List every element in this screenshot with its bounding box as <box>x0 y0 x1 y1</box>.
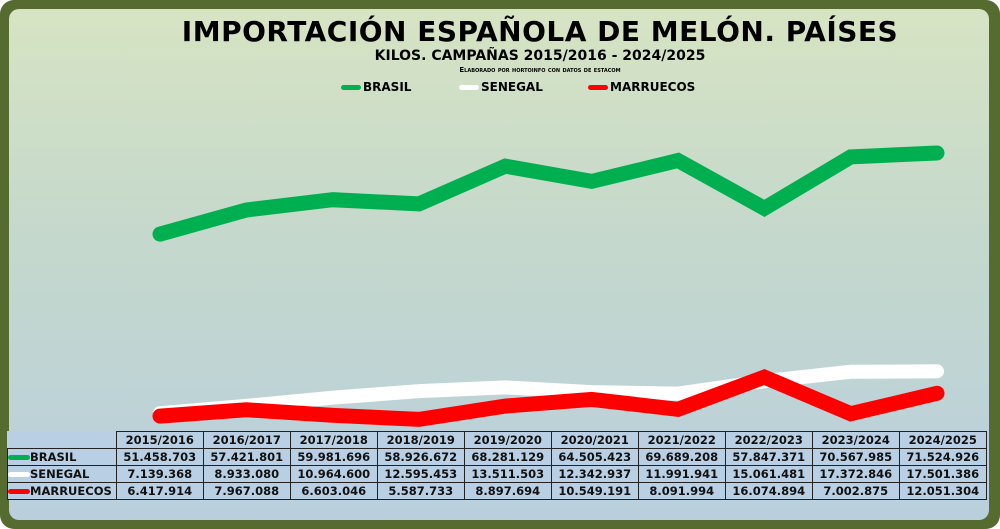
table-cell: 57.421.801 <box>202 448 291 466</box>
series-line-senegal <box>153 364 944 421</box>
table-cell: 10.549.191 <box>550 482 639 500</box>
table-cell: 16.074.894 <box>724 482 813 500</box>
legend-label-senegal: SENEGAL <box>481 80 543 94</box>
legend-swatch-senegal <box>459 84 479 90</box>
series-line-brasil <box>152 145 945 242</box>
series-line-marruecos <box>152 369 945 427</box>
table-row-label: SENEGAL <box>7 465 117 483</box>
table-corner <box>8 432 117 449</box>
row-swatch-senegal <box>8 472 30 477</box>
table-header-cell: 2020/2021 <box>550 431 639 449</box>
table-row-label: MARRUECOS <box>7 482 117 500</box>
table-cell: 58.926.672 <box>376 448 465 466</box>
legend: BRASIL SENEGAL MARRUECOS <box>0 80 1000 98</box>
legend-label-marruecos: MARRUECOS <box>610 80 696 94</box>
table-header-cell: 2023/2024 <box>811 431 900 449</box>
row-label-text: SENEGAL <box>30 467 90 481</box>
data-table: 2015/2016 2016/2017 2017/2018 2018/2019 … <box>7 431 987 500</box>
table-cell: 6.603.046 <box>289 482 378 500</box>
chart-credit: Elaborado por hortoinfo con datos de est… <box>459 66 621 74</box>
table-cell: 10.964.600 <box>289 465 378 483</box>
table-cell: 11.991.941 <box>637 465 726 483</box>
row-label-text: MARRUECOS <box>30 484 112 498</box>
table-cell: 68.281.129 <box>463 448 552 466</box>
legend-item-marruecos: MARRUECOS <box>588 80 695 94</box>
table-header-cell: 2016/2017 <box>202 431 291 449</box>
table-cell: 7.139.368 <box>115 465 204 483</box>
row-label-text: BRASIL <box>30 450 77 464</box>
table-header-cell: 2022/2023 <box>724 431 813 449</box>
table-cell: 6.417.914 <box>115 482 204 500</box>
table-cell: 71.524.926 <box>898 448 987 466</box>
chart-subtitle: KILOS. CAMPAÑAS 2015/2016 - 2024/2025 <box>374 48 706 64</box>
legend-swatch-brasil <box>341 84 361 90</box>
table-cell: 15.061.481 <box>724 465 813 483</box>
table-cell: 17.501.386 <box>898 465 987 483</box>
table-row-marruecos: MARRUECOS 6.417.914 7.967.088 6.603.046 5.58… <box>7 482 987 500</box>
table-header-cell: 2015/2016 <box>115 431 204 449</box>
legend-item-senegal: SENEGAL <box>459 80 543 94</box>
table-cell: 57.847.371 <box>724 448 813 466</box>
table-header-cell: 2019/2020 <box>463 431 552 449</box>
table-header-cell: 2017/2018 <box>289 431 378 449</box>
table-cell: 8.933.080 <box>202 465 291 483</box>
table-cell: 51.458.703 <box>115 448 204 466</box>
table-header-cell: 2021/2022 <box>637 431 726 449</box>
table-header-row: 2015/2016 2016/2017 2017/2018 2018/2019 … <box>8 431 987 449</box>
table-cell: 12.595.453 <box>376 465 465 483</box>
table-cell: 59.981.696 <box>289 448 378 466</box>
table-cell: 7.967.088 <box>202 482 291 500</box>
table-cell: 13.511.503 <box>463 465 552 483</box>
row-swatch-brasil <box>8 455 30 460</box>
legend-swatch-marruecos <box>588 84 608 90</box>
row-swatch-marruecos <box>8 489 30 494</box>
table-cell: 8.897.694 <box>463 482 552 500</box>
table-header-cell: 2018/2019 <box>376 431 465 449</box>
table-cell: 5.587.733 <box>376 482 465 500</box>
table-row-senegal: SENEGAL 7.139.368 8.933.080 10.964.600 12.59… <box>7 465 987 483</box>
table-cell: 7.002.875 <box>811 482 900 500</box>
legend-item-brasil: BRASIL <box>341 80 411 94</box>
table-cell: 64.505.423 <box>550 448 639 466</box>
table-cell: 12.342.937 <box>550 465 639 483</box>
legend-label-brasil: BRASIL <box>363 80 412 94</box>
table-header-cell: 2024/2025 <box>898 431 987 449</box>
table-cell: 8.091.994 <box>637 482 726 500</box>
table-cell: 70.567.985 <box>811 448 900 466</box>
table-cell: 12.051.304 <box>898 482 987 500</box>
chart-title: IMPORTACIÓN ESPAÑOLA DE MELÓN. PAÍSES <box>181 15 899 48</box>
table-cell: 69.689.208 <box>637 448 726 466</box>
table-row-brasil: BRASIL 51.458.703 57.421.801 59.981.696 58.9… <box>7 448 987 466</box>
table-cell: 17.372.846 <box>811 465 900 483</box>
table-row-label: BRASIL <box>7 448 117 466</box>
